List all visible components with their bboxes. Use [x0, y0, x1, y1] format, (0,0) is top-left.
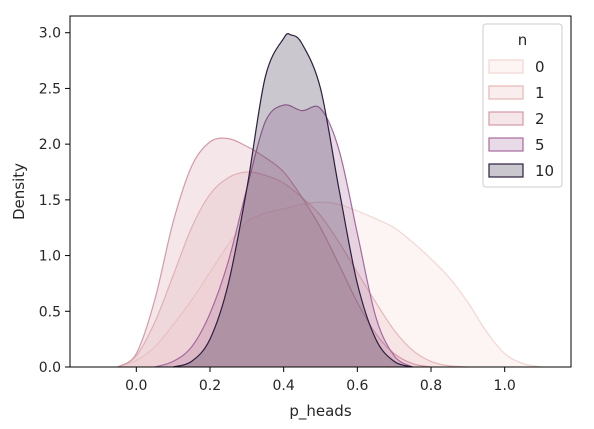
- legend-swatch-n-5: [488, 137, 524, 152]
- density-area-n-10: [173, 33, 413, 367]
- density-area-n-0: [117, 202, 542, 367]
- x-tick-label: 1.0: [494, 378, 516, 394]
- density-line-n-2: [117, 137, 432, 368]
- legend-swatch-n-2: [488, 111, 524, 126]
- legend-items: 0 1 2 5 10: [488, 58, 554, 180]
- y-tick-label: 2.0: [39, 137, 61, 153]
- x-axis-label: p_heads: [289, 402, 351, 421]
- y-tick-label: 1.5: [39, 193, 61, 209]
- y-tick-label: 1.0: [39, 249, 61, 265]
- y-tick-label: 0.0: [39, 360, 61, 376]
- density-areas: [117, 33, 542, 368]
- x-tick-label: 0.4: [273, 378, 295, 394]
- legend-box: [482, 23, 563, 188]
- legend-label-n-1: 1: [535, 84, 545, 102]
- x-tick-label: 0.2: [199, 378, 221, 394]
- y-axis-label: Density: [10, 163, 28, 220]
- legend-label-n-10: 10: [535, 162, 554, 180]
- density-area-n-2: [117, 138, 432, 367]
- legend-swatch-n-0: [488, 59, 524, 74]
- y-tick-label: 2.5: [39, 81, 61, 97]
- legend-label-n-0: 0: [535, 58, 545, 76]
- density-line-n-10: [172, 33, 413, 368]
- density-area-n-1: [117, 171, 468, 367]
- legend-swatch-n-1: [488, 85, 524, 100]
- density-line-n-5: [154, 104, 413, 368]
- y-tick-label: 3.0: [39, 26, 61, 42]
- density-line-n-0: [117, 201, 542, 368]
- x-tick-label: 0.8: [420, 378, 442, 394]
- density-area-n-5: [154, 104, 413, 367]
- y-axis-ticks: 0.0 0.5 1.0 1.5 2.0 2.5 3.0: [39, 26, 70, 376]
- legend-swatch-n-10: [488, 163, 524, 178]
- y-tick-label: 0.5: [39, 304, 61, 320]
- legend-label-n-2: 2: [535, 110, 545, 128]
- x-axis-ticks: 0.0 0.2 0.4 0.6 0.8 1.0: [125, 367, 516, 394]
- plot-frame: [69, 15, 572, 368]
- density-line-n-1: [117, 171, 468, 368]
- legend-label-n-5: 5: [535, 136, 545, 154]
- legend: n 0 1 2 5 10: [482, 23, 563, 188]
- x-tick-label: 0.0: [125, 378, 147, 394]
- x-tick-label: 0.6: [346, 378, 368, 394]
- legend-title: n: [518, 31, 528, 49]
